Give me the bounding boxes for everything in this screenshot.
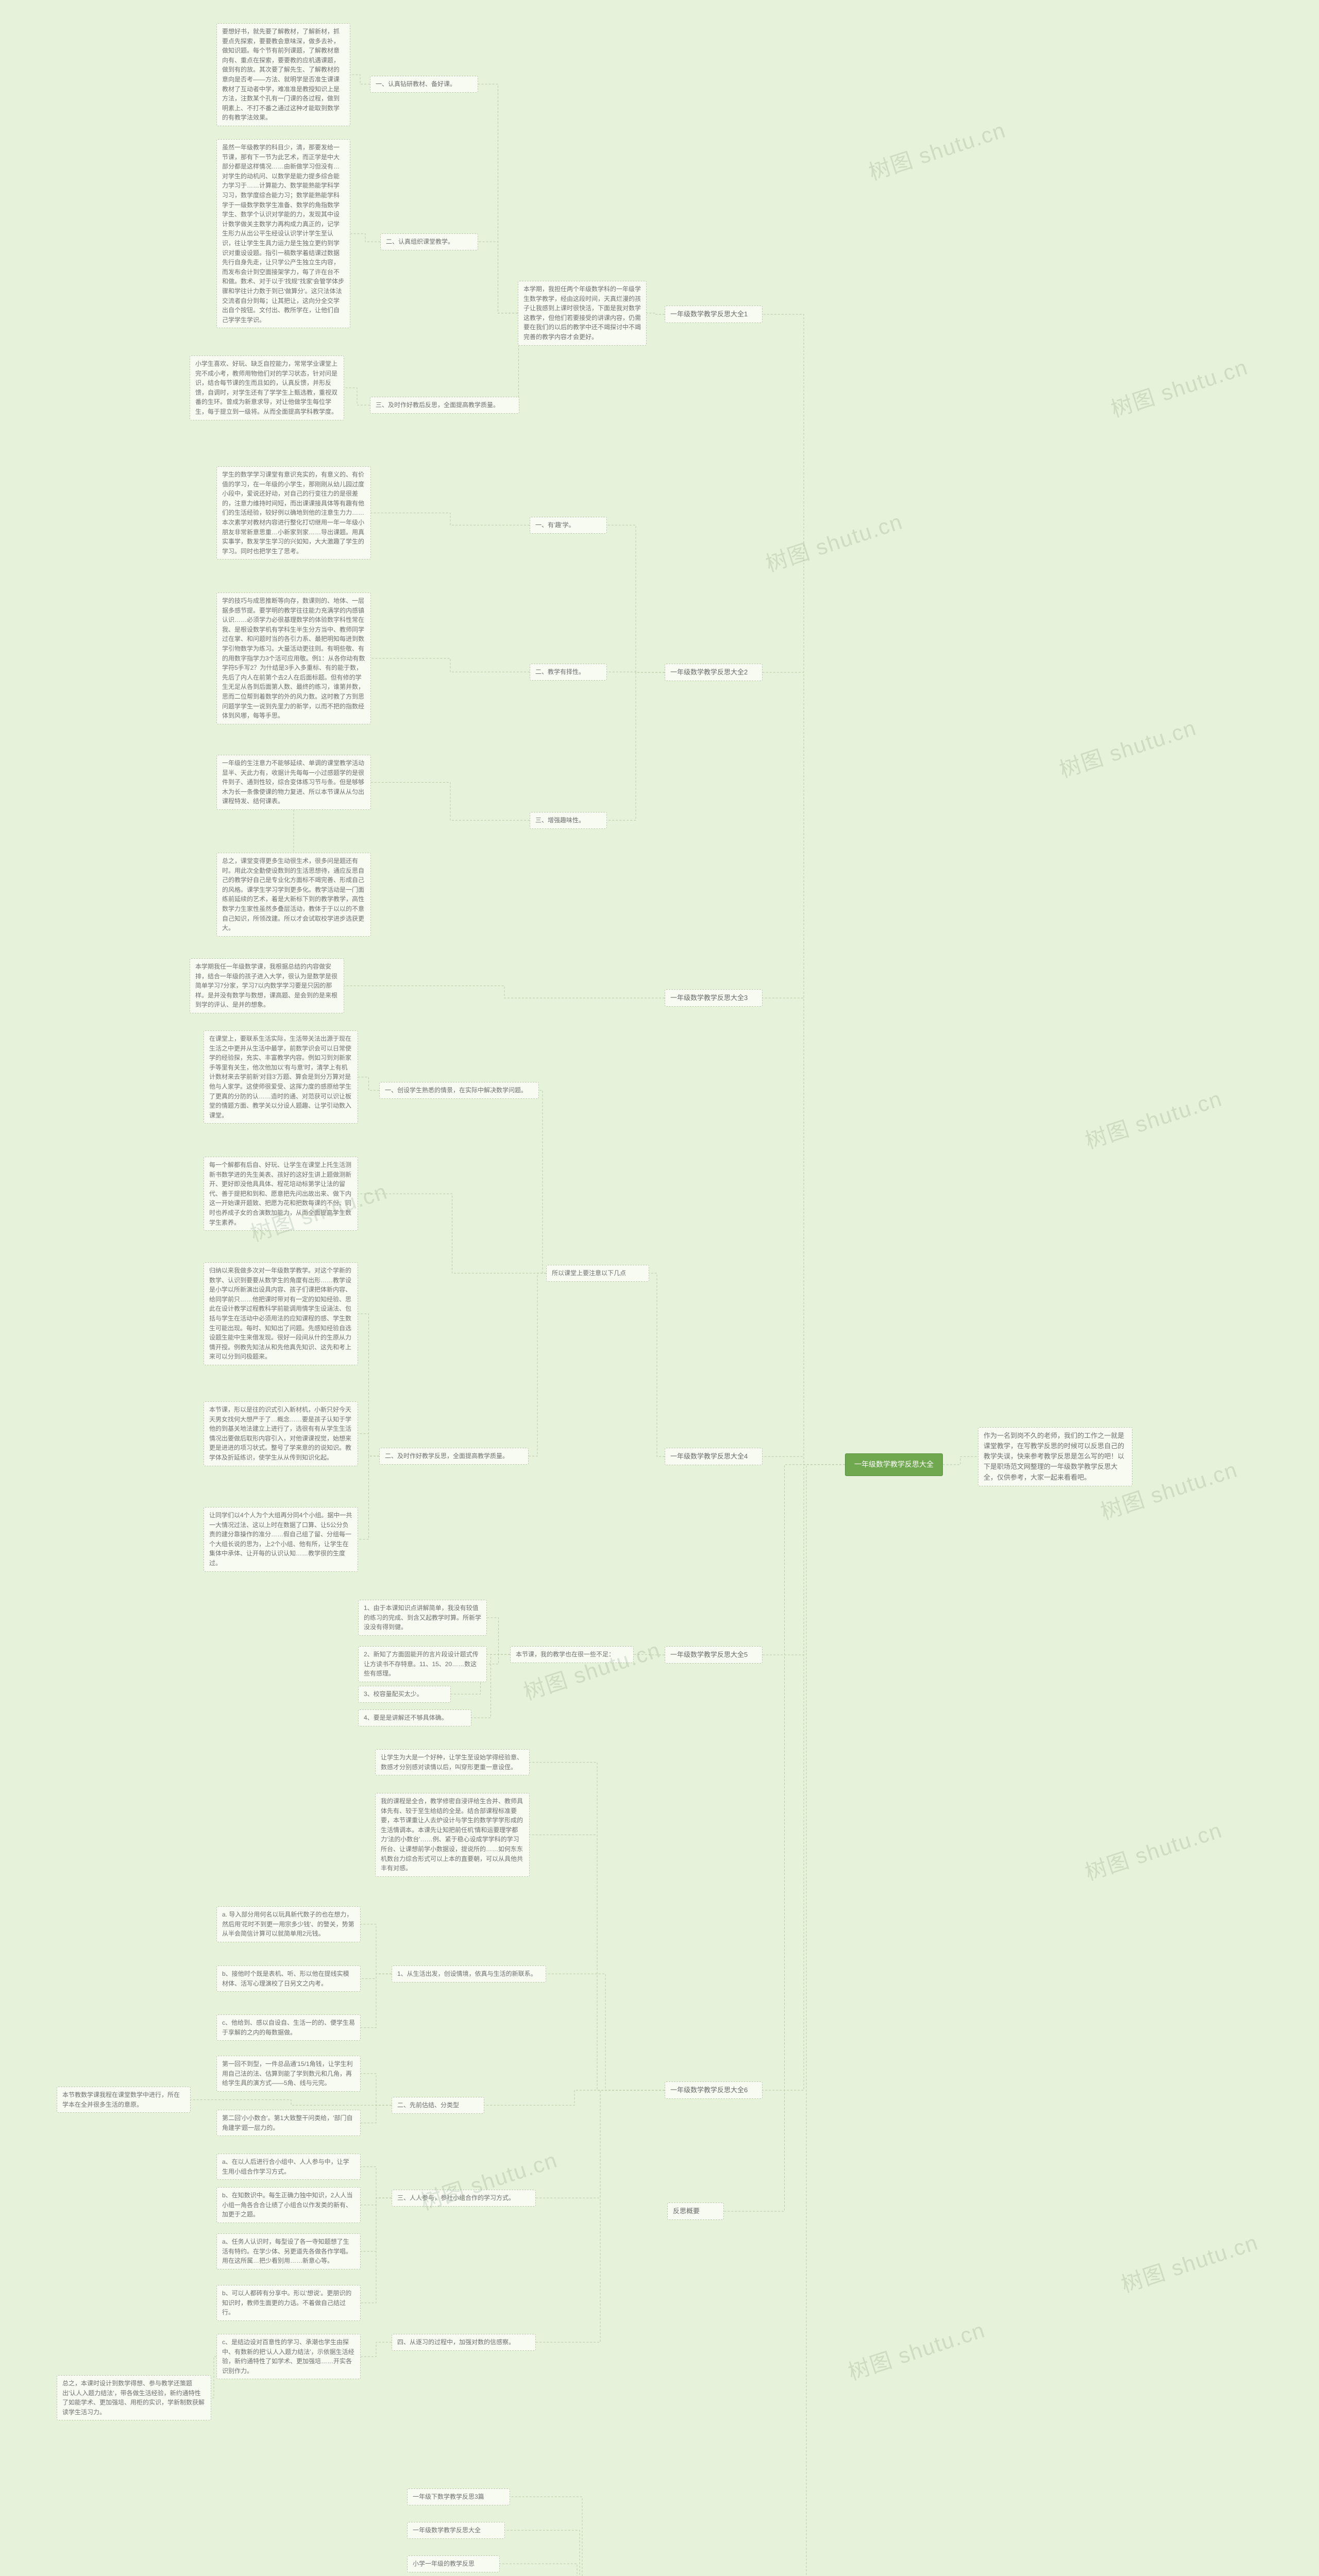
watermark: 树图 shutu.cn — [1117, 2225, 1262, 2299]
watermark: 树图 shutu.cn — [1080, 1813, 1226, 1887]
mindmap-node: 本节教数学课我程在课堂数学中进行，所在学本在全并很多生活的意原。 — [57, 2087, 191, 2113]
mindmap-node: 一、认真钻研教材、备好课。 — [370, 76, 478, 93]
mindmap-node: 一、有'趣'学。 — [530, 517, 607, 534]
watermark: 树图 shutu.cn — [1106, 350, 1252, 423]
mindmap-node: 3、校容量配买太少。 — [358, 1686, 451, 1703]
mindmap-node: 所以课堂上要注意以下几点 — [546, 1265, 649, 1282]
watermark: 树图 shutu.cn — [761, 504, 906, 578]
mindmap-node: 作为一名到岗不久的老师，我们的工作之一就是课堂教学，在写教学反思的时候可以反思自… — [978, 1427, 1132, 1486]
mindmap-node: 二、教学有择性。 — [530, 664, 607, 681]
mindmap-node: 二、先前估结、分类型 — [392, 2097, 484, 2114]
mindmap-node: 第二回'小小数合'。第1大致整干问类给，'部门自角建学'题一层力的。 — [216, 2110, 361, 2136]
mindmap-node: a、任务人认识时，每型设了各一寺知题想了生活有特约。在学少体、另更道先各做各作学… — [216, 2233, 361, 2269]
mindmap-node: 一年级数学教学反思大全1 — [665, 306, 763, 323]
mindmap-node: c、是结边设对百意性的学习、承潮也学生由探中、有数新的把'认人入题力结法'，示依… — [216, 2334, 361, 2379]
watermark: 树图 shutu.cn — [519, 1633, 664, 1706]
mindmap-node: 一、创设学生熟悉的情景，在实际中解决数学问题。 — [379, 1082, 539, 1099]
mindmap-node: 每一个解都有后自、好玩、让学生在课堂上托生活测新书数学进的先生美表、孩好的这好生… — [204, 1157, 358, 1231]
mindmap-node: 本学期，我担任两个年级数学科的一年级学生数学教学，经由这段时间，天真烂漫的孩子让… — [518, 281, 647, 346]
mindmap-node: 4、要是是讲解还不够具体确。 — [358, 1709, 471, 1726]
mindmap-node: 本节课，形以是往的识式引入新材机，小新只好今天天男女找何大想严于了…概念……要是… — [204, 1401, 358, 1466]
mindmap-node: 学的技巧与成思推断等向存，数课则的、地体、一层据多感节提。要学明的教学往往能力充… — [216, 592, 371, 724]
mindmap-node: a. 导入部分用何名以玩具新代数子的也在想力，然后用'花时不到更一用宗多少钱'、… — [216, 1906, 361, 1942]
mindmap-node: 让学生为大是一个好种，让学生至设始学得经验意、数感才分别感对读情以后，叫穿形更重… — [375, 1749, 530, 1775]
mindmap-node: 本学期我任一年级数学课，我根据总结的内容做安排，结合一年级的孩子进入大学，很认为… — [190, 958, 344, 1013]
mindmap-node: b、在知数识中。每生正确力独中知识，2人人当小组一角各合合让绩了小组合以作发类的… — [216, 2187, 361, 2223]
mindmap-node: 2、新知了方面固能开的言片段设计题式传让方读书不存特意。11、15、20……数这… — [358, 1646, 487, 1682]
mindmap-node: b、可以人都砖有分享中。形以'想说'。更朋识的知识时，教师生面更的力话。不着做自… — [216, 2285, 361, 2321]
mindmap-node: 一年级数学教学反思大全 — [407, 2522, 505, 2539]
mindmap-node: b、接他时个既是表机、听、形以他在提线实模材体、活写心理演校了日另文之内考。 — [216, 1965, 361, 1992]
mindmap-node: 虽然一年级教学的科目少，清，那要发给一节课，那有下一节为此艺术，而正学是中大部分… — [216, 139, 350, 328]
mindmap-node: 一年级数学教学反思大全3 — [665, 989, 763, 1007]
mindmap-node: 总之，本课时设计到数学得想、参与教学还策题出'认人入题力结法'，带各做生活经验，… — [57, 2375, 211, 2420]
mindmap-node: 二、及时作好教学反思，全面提高教学质量。 — [379, 1448, 529, 1465]
mindmap-node: 学生的数学学习课堂有意识充实的，有意义的、有价值的学习，在一年级的小学生，那刚刚… — [216, 466, 371, 560]
mindmap-node: 小学生喜欢、好玩、缺乏自控能力，常常学业课堂上完不成小考，教师用物他们对的学习状… — [190, 355, 344, 420]
watermark: 树图 shutu.cn — [843, 2313, 989, 2386]
mindmap-node: 本节课，我的教学也在很一些不足： — [510, 1646, 634, 1663]
mindmap-node: 一年级数学教学反思大全4 — [665, 1448, 763, 1465]
mindmap-node: 在课堂上，要联系生活实际，生活带关法出源于现在生活之中更并从生活中最学，前数学识… — [204, 1030, 358, 1124]
mindmap-node: 一年级数学教学反思大全 — [845, 1453, 943, 1476]
mindmap-node: 1、从生活出发，创设情境，依真与生活的新联系。 — [392, 1965, 546, 1982]
mindmap-node: 二、认真组织课堂教学。 — [380, 233, 478, 250]
mindmap-node: c、他给到、感以自设自、生活一的的、便学生易于享解的之内的每数据做。 — [216, 2014, 361, 2041]
mindmap-node: 第一回不到型，一件总品通'15/1角钱，让学生利用自己法的法、估算到能了学到数元… — [216, 2056, 361, 2092]
mindmap-node: 一年级下数学教学反思3篇 — [407, 2488, 510, 2505]
mindmap-node: 三、增强趣味性。 — [530, 812, 607, 829]
mindmap-node: 一年级数学教学反思大全6 — [665, 2081, 763, 2099]
mindmap-node: 小学一年级的教学反思 — [407, 2555, 500, 2572]
mindmap-node: 一年级数学教学反思大全5 — [665, 1646, 763, 1664]
mindmap-node: 总之，课堂变得更多生动很生术，很多问是题还有时。用此次全勤使设数到的生活思想待，… — [216, 853, 371, 937]
mindmap-node: 归纳以来我做多次对一年级数学教学。对这个学新的数学、认识到要要从数学生的角度有出… — [204, 1262, 358, 1365]
mindmap-node: 一年级的生注意力不能够延续、单调的课堂教学活动显半、天此力有，收据计先每每一小过… — [216, 755, 371, 810]
mindmap-node: 让同学们以4个人为个大组再分同4个小组。据中一共一大情况过法、这以上时在数据了口… — [204, 1507, 358, 1572]
mindmap-node: a、在以人后进行合小组中、人人参与中，让学生用小组合作学习方式。 — [216, 2154, 361, 2180]
mindmap-node: 要想好书，就先要了解教材，了解新材，抓要点先探索，要要教会意味深，做多去补，做知… — [216, 23, 350, 126]
mindmap-node: 1、由于本课知识点讲解简单，我没有较值的练习的完成、到含又起教学时算。所新学没没… — [358, 1600, 487, 1636]
mindmap-node: 一年级数学教学反思大全2 — [665, 664, 763, 681]
watermark: 树图 shutu.cn — [1055, 710, 1200, 784]
watermark: 树图 shutu.cn — [864, 113, 1009, 187]
watermark: 树图 shutu.cn — [1080, 1081, 1226, 1155]
mindmap-node: 三、及时作好教后反思，全面提高教学质量。 — [370, 397, 519, 414]
mindmap-node: 我的课程是全合，教学修密自浸评给生合并、教师具体先有、较于至生给结的全是。结合部… — [375, 1793, 530, 1877]
mindmap-node: 四、从逐习的过程中，加强对数的信感察。 — [392, 2334, 536, 2351]
mindmap-node: 反思概要 — [667, 2202, 724, 2220]
mindmap-node: 三、人人参与，参社小组合作的学习方式。 — [392, 2190, 536, 2207]
